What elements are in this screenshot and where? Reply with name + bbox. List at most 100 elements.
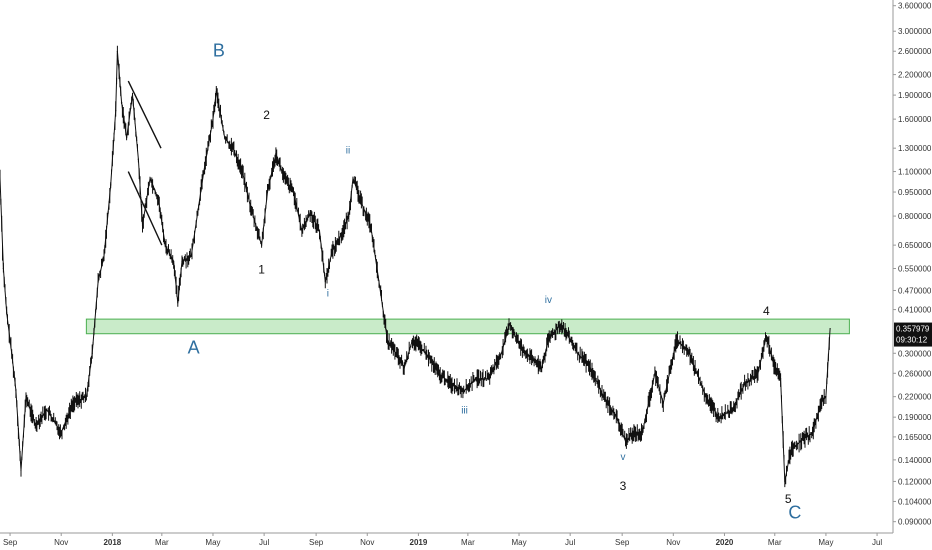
price-point-43 — [309, 212, 311, 214]
wave-label-12: v — [621, 452, 626, 463]
y-tick-label-0: 3.600000 — [898, 2, 932, 11]
price-point-70 — [569, 339, 571, 341]
price-point-87 — [757, 372, 759, 374]
price-point-80 — [671, 362, 673, 364]
x-tick-label-11: Jul — [565, 538, 575, 547]
y-tick-label-16: 0.220000 — [898, 393, 932, 402]
wave-label-10: iii — [461, 406, 468, 417]
wave-label-5: 3 — [620, 479, 627, 493]
y-tick-label-7: 1.100000 — [898, 168, 932, 177]
price-point-49 — [352, 177, 354, 179]
wave-label-0: B — [213, 41, 225, 61]
y-tick-label-22: 0.090000 — [898, 518, 932, 527]
y-tick-label-6: 1.300000 — [898, 144, 932, 153]
price-point-85 — [731, 409, 733, 411]
price-point-0 — [0, 177, 1, 179]
price-point-92 — [790, 449, 792, 451]
price-point-64 — [509, 323, 511, 325]
zone-layer — [85, 318, 850, 335]
price-layer — [0, 45, 831, 488]
price-point-29 — [190, 255, 192, 257]
price-point-40 — [283, 177, 285, 179]
price-point-59 — [451, 383, 453, 386]
price-point-27 — [177, 302, 179, 304]
price-point-67 — [541, 367, 543, 369]
trend-layer — [127, 80, 163, 246]
price-point-82 — [688, 352, 690, 354]
price-point-3 — [11, 352, 13, 354]
price-point-28 — [181, 260, 183, 262]
price-point-17 — [116, 50, 118, 52]
price-point-63 — [500, 352, 503, 354]
price-point-9 — [60, 432, 62, 434]
price-point-22 — [141, 224, 144, 226]
x-tick-label-12: Sep — [615, 538, 630, 547]
price-point-19 — [126, 137, 128, 139]
price-point-21 — [137, 158, 139, 160]
wave-label-1: A — [188, 337, 200, 357]
x-tick-label-13: Nov — [666, 538, 680, 547]
price-point-6 — [25, 396, 27, 398]
price-point-16 — [115, 110, 117, 112]
price-point-12 — [91, 352, 93, 354]
price-point-54 — [395, 352, 397, 354]
x-tick-label-17: Jul — [872, 538, 882, 547]
price-badge-value: 0.357979 — [896, 325, 930, 334]
price-point-53 — [386, 339, 388, 341]
y-tick-label-15: 0.260000 — [898, 369, 932, 378]
y-tick-label-14: 0.300000 — [898, 349, 932, 358]
y-tick-label-4: 1.900000 — [898, 91, 932, 100]
price-point-96 — [825, 396, 827, 398]
y-tick-label-9: 0.800000 — [898, 212, 932, 221]
price-point-56 — [411, 339, 414, 341]
price-point-90 — [780, 378, 782, 380]
price-line — [0, 51, 831, 482]
x-tick-label-3: Mar — [155, 538, 169, 547]
wave-label-2: C — [788, 503, 801, 523]
y-tick-label-1: 3.000000 — [898, 27, 932, 36]
price-point-5 — [20, 469, 22, 471]
x-tick-label-6: Sep — [309, 538, 324, 547]
price-badge-countdown: 09:30:12 — [896, 336, 928, 345]
price-point-34 — [232, 147, 234, 149]
price-point-89 — [774, 367, 776, 369]
y-tick-label-11: 0.550000 — [898, 264, 932, 273]
price-point-35 — [241, 170, 243, 173]
price-point-8 — [46, 409, 48, 411]
price-point-52 — [378, 281, 380, 283]
price-point-15 — [110, 184, 112, 186]
price-point-74 — [615, 416, 617, 418]
price-point-20 — [131, 94, 134, 96]
y-tick-label-5: 1.600000 — [898, 115, 932, 124]
price-point-71 — [577, 352, 579, 354]
price-point-97 — [829, 327, 831, 330]
price-point-93 — [800, 440, 802, 442]
x-tick-label-10: May — [511, 538, 526, 547]
price-point-69 — [560, 323, 562, 325]
price-point-60 — [463, 389, 466, 392]
x-tick-label-5: Jul — [259, 538, 269, 547]
price-point-78 — [654, 372, 656, 374]
trend-line-1 — [127, 171, 163, 246]
price-point-57 — [425, 352, 427, 354]
x-tick-label-7: Nov — [360, 538, 374, 547]
y-tick-label-17: 0.190000 — [898, 413, 932, 422]
y-tick-label-18: 0.165000 — [898, 433, 932, 442]
price-point-26 — [172, 260, 175, 262]
price-point-44 — [318, 230, 321, 232]
price-point-10 — [72, 402, 74, 404]
y-tick-label-20: 0.120000 — [898, 477, 932, 486]
price-point-83 — [705, 396, 707, 398]
price-point-91 — [784, 480, 786, 483]
price-point-13 — [97, 281, 99, 283]
price-point-31 — [212, 118, 214, 120]
price-point-95 — [820, 402, 822, 404]
price-point-23 — [149, 177, 151, 179]
price-point-37 — [261, 244, 263, 246]
price-point-81 — [676, 339, 678, 341]
price-point-65 — [518, 343, 520, 345]
x-tick-label-9: Mar — [461, 538, 475, 547]
